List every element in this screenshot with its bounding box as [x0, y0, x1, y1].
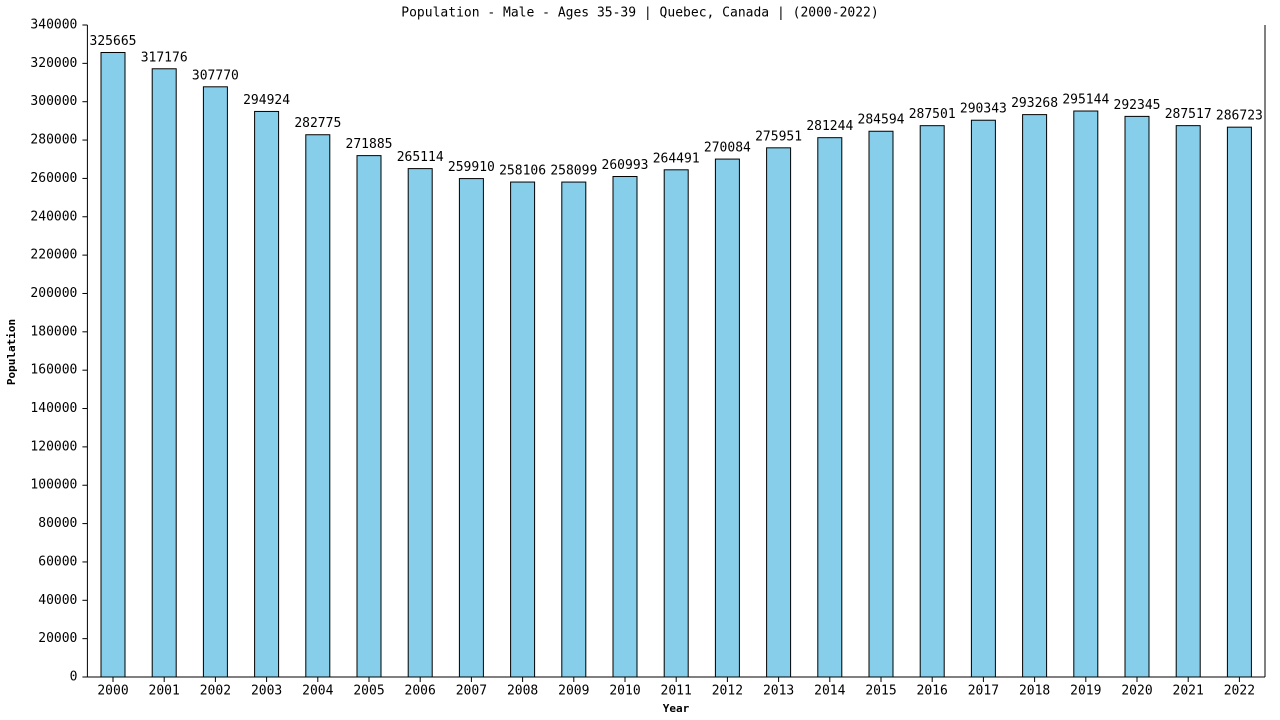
x-tick-label: 2010 [609, 684, 640, 699]
data-label: 317176 [141, 50, 188, 65]
data-label: 286723 [1216, 109, 1263, 124]
y-tick-label: 180000 [30, 324, 77, 339]
data-label: 275951 [755, 129, 802, 144]
data-label: 287517 [1165, 107, 1212, 122]
bar [100, 51, 126, 678]
x-tick-label: 2018 [1019, 684, 1050, 699]
y-tick-label: 300000 [30, 94, 77, 109]
x-tick-label: 2021 [1173, 684, 1204, 699]
y-tick-label: 200000 [30, 286, 77, 301]
bar [561, 181, 587, 678]
y-tick-label: 280000 [30, 133, 77, 148]
bar [305, 134, 331, 678]
data-label: 290343 [960, 102, 1007, 117]
x-tick-label: 2002 [200, 684, 231, 699]
y-tick-label: 340000 [30, 18, 77, 33]
y-tick-label: 320000 [30, 56, 77, 71]
x-tick-label: 2016 [917, 684, 948, 699]
y-tick-label: 140000 [30, 401, 77, 416]
y-tick-label: 80000 [38, 516, 77, 531]
bar [970, 119, 996, 678]
y-axis-label: Population [5, 319, 18, 385]
x-tick-label: 2019 [1070, 684, 1101, 699]
x-axis-label: Year [663, 702, 690, 715]
bar [458, 178, 484, 678]
bar [356, 155, 382, 678]
data-label: 293268 [1011, 96, 1058, 111]
x-tick-label: 2001 [149, 684, 180, 699]
bar [1073, 110, 1099, 678]
bar [407, 168, 433, 678]
y-tick-label: 100000 [30, 478, 77, 493]
x-tick-label: 2008 [507, 684, 538, 699]
bar [1226, 126, 1252, 678]
bar [817, 137, 843, 678]
y-tick-label: 220000 [30, 248, 77, 263]
data-label: 282775 [294, 116, 341, 131]
bar [919, 125, 945, 678]
data-label: 260993 [602, 158, 649, 173]
y-tick-label: 240000 [30, 209, 77, 224]
data-label: 292345 [1114, 98, 1161, 113]
data-label: 287501 [909, 107, 956, 122]
data-label: 258099 [550, 164, 597, 179]
x-tick-label: 2007 [456, 684, 487, 699]
bar [766, 147, 792, 678]
data-label: 294924 [243, 93, 290, 108]
x-tick-label: 2014 [814, 684, 845, 699]
bar [202, 86, 228, 678]
bar [663, 169, 689, 678]
data-label: 259910 [448, 160, 495, 175]
y-tick-label: 60000 [38, 554, 77, 569]
y-tick-label: 40000 [38, 593, 77, 608]
bar [714, 158, 740, 678]
x-tick-label: 2006 [405, 684, 436, 699]
data-label: 264491 [653, 151, 700, 166]
data-label: 270084 [704, 141, 751, 156]
x-tick-label: 2012 [712, 684, 743, 699]
x-tick-label: 2005 [353, 684, 384, 699]
y-tick-label: 160000 [30, 363, 77, 378]
data-label: 265114 [397, 150, 444, 165]
x-tick-label: 2017 [968, 684, 999, 699]
data-label: 307770 [192, 68, 239, 83]
data-label: 281244 [806, 119, 853, 134]
x-tick-label: 2004 [302, 684, 333, 699]
bar [612, 176, 638, 678]
bar [151, 68, 177, 678]
x-tick-label: 2003 [251, 684, 282, 699]
bar [254, 110, 280, 678]
y-tick-label: 0 [70, 670, 78, 685]
y-tick-label: 20000 [38, 631, 77, 646]
x-tick-label: 2000 [97, 684, 128, 699]
x-tick-label: 2020 [1121, 684, 1152, 699]
chart-title: Population - Male - Ages 35-39 | Quebec,… [401, 6, 878, 21]
bar [510, 181, 536, 678]
data-label: 295144 [1062, 93, 1109, 108]
data-label: 258106 [499, 164, 546, 179]
data-label: 325665 [90, 34, 137, 49]
x-tick-label: 2015 [865, 684, 896, 699]
y-tick-label: 260000 [30, 171, 77, 186]
data-label: 284594 [858, 113, 905, 128]
x-tick-label: 2009 [558, 684, 589, 699]
bar [868, 130, 894, 678]
data-label: 271885 [346, 137, 393, 152]
x-tick-label: 2022 [1224, 684, 1255, 699]
x-tick-label: 2011 [661, 684, 692, 699]
x-tick-label: 2013 [763, 684, 794, 699]
bar [1124, 115, 1150, 678]
bar [1022, 114, 1048, 678]
bar [1175, 125, 1201, 678]
y-tick-label: 120000 [30, 439, 77, 454]
